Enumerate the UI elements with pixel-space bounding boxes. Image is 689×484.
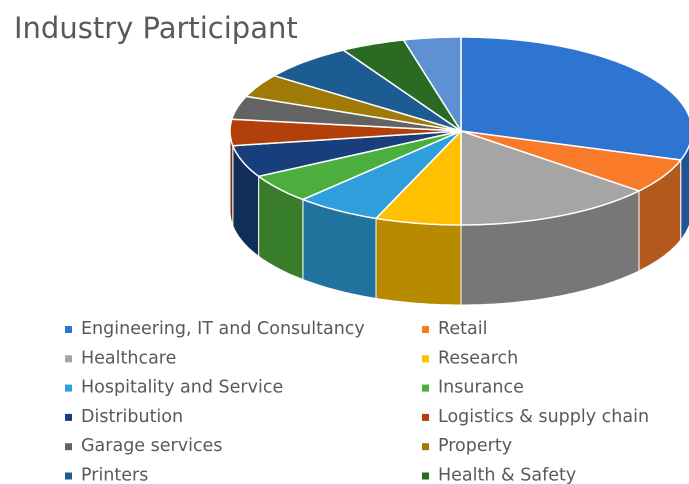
legend-label: Health & Safety [438,466,576,484]
legend-marker [422,472,429,480]
slice [341,39,462,132]
slice [460,36,689,161]
legend-marker [65,413,72,421]
legend-marker [422,355,429,363]
legend-label: Distribution [81,407,183,427]
slice [256,130,462,201]
legend-marker [422,413,429,421]
slice [460,129,641,226]
slice-side [375,217,462,306]
slice [229,118,462,147]
legend-label: Insurance [438,378,524,398]
legend-label: Engineering, IT and Consultancy [81,319,365,339]
legend-label: Hospitality and Service [81,378,283,398]
legend-label: Property [438,436,512,456]
legend-marker [65,384,72,392]
legend-marker [65,472,72,480]
slice [374,129,462,226]
legend-marker [422,326,429,333]
slice [244,74,462,132]
legend-label: Printers [81,466,148,484]
legend-label: Logistics & supply chain [438,407,649,427]
chart-title: Industry Participant [14,11,298,45]
slice [300,130,462,220]
legend-label: Garage services [81,436,222,456]
legend-marker [422,384,429,392]
legend-marker [422,443,429,451]
legend-label: Healthcare [81,348,176,368]
legend-label: Retail [438,319,487,339]
legend-marker [65,326,72,333]
legend-marker [65,355,72,363]
slice [402,36,462,134]
legend-marker [65,443,72,451]
legend-label: Research [438,348,518,368]
slice [460,130,683,192]
slice [272,49,462,132]
